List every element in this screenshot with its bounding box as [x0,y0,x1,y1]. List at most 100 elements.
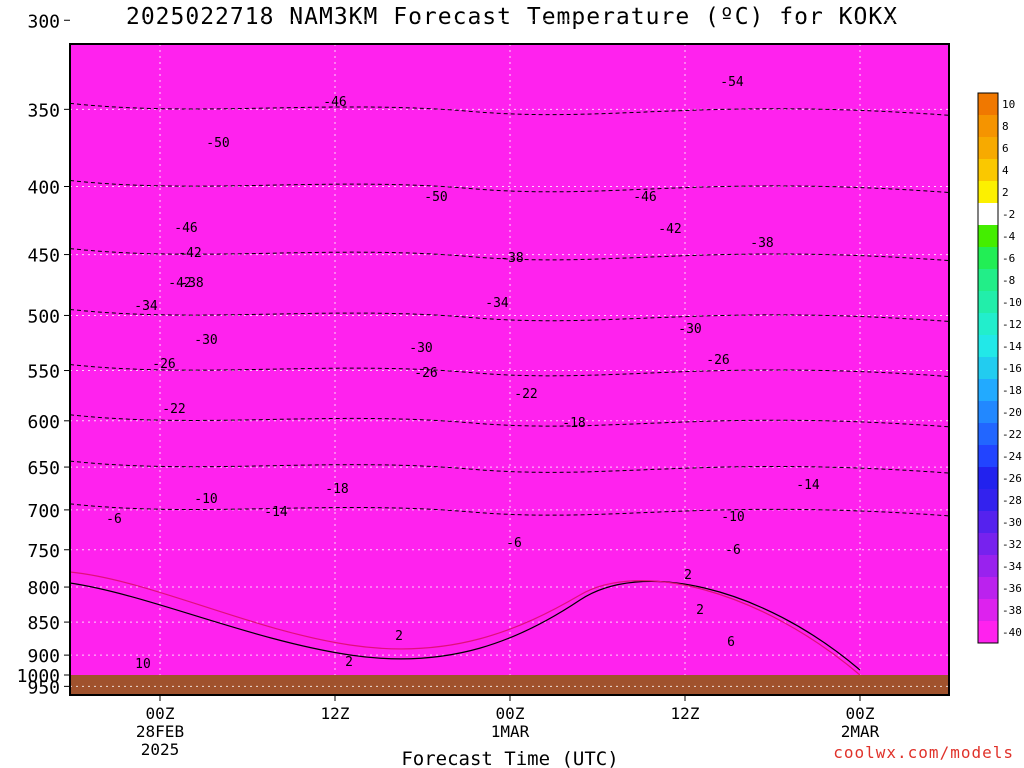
colorbar-label: -12 [1002,318,1022,331]
contour-label: -14 [796,478,820,493]
contour-label: -26 [152,357,175,372]
freezing-line [70,571,861,676]
colorbar-swatch [978,533,998,555]
colorbar-label: -14 [1002,340,1022,353]
contour-line [70,364,949,378]
contour-label: -18 [325,482,348,497]
colorbar-swatch [978,159,998,181]
contour-label: -22 [162,402,185,417]
contour-label: 2 [684,568,692,583]
contour-labels: -46-50-54-50 -46-42-46-42-38-38-42-38-34-… [106,75,820,672]
colorbar-label: 6 [1002,142,1009,155]
colorbar-frame [977,92,999,644]
colorbar-label: -18 [1002,384,1022,397]
colorbar-label: -10 [1002,296,1022,309]
y-tick-label: 300 [27,11,60,32]
colorbar-label: -2 [1002,208,1015,221]
x-tick-label: 28FEB [136,722,184,741]
x-tick-label: 00Z [146,704,175,723]
x-axis-title: Forecast Time (UTC) [401,748,618,768]
temperature-band [70,24,949,35]
contour-line [70,180,949,193]
colorbar-label: -34 [1002,560,1022,573]
x-tick-label: 12Z [671,704,700,723]
colorbar-swatch [978,401,998,423]
colorbar-label: -8 [1002,274,1015,287]
colorbar-swatch [978,335,998,357]
y-tick-label: 650 [27,458,60,479]
colorbar-swatch [978,511,998,533]
contour-label: -26 [706,353,729,368]
contour-label: -30 [678,322,701,337]
contour-line [70,460,949,474]
credit-text: coolwx.com/models [833,743,1014,762]
colorbar-swatch [978,225,998,247]
contour-line [70,414,949,428]
contour-label: -46 [323,95,346,110]
colorbar-label: -22 [1002,428,1022,441]
colorbar-label: -20 [1002,406,1022,419]
colorbar-label: 4 [1002,164,1009,177]
contour-label: -6 [725,543,741,558]
contour-label: 2 [395,629,403,644]
colorbar-swatch [978,291,998,313]
contour-label: -50 [424,190,447,205]
ground-fill [70,675,949,695]
colorbar-swatch [978,577,998,599]
contour-label: -6 [506,536,522,551]
colorbar-swatch [978,181,998,203]
contour-label: 10 [135,657,151,672]
temperature-band [70,13,949,24]
contour-label: 2 [345,655,353,670]
contour-label: -34 [485,296,509,311]
colorbar-swatch [978,93,998,115]
contour-line [70,102,949,116]
colorbar-label: -36 [1002,582,1022,595]
colorbar-swatch [978,137,998,159]
colorbar-label: -38 [1002,604,1022,617]
contour-label: -10 [194,492,217,507]
contour-label: -42 [178,246,201,261]
y-tick-label: 800 [27,578,60,599]
y-tick-label: 400 [27,178,60,199]
colorbar-label: 10 [1002,98,1015,111]
contour-label: -30 [194,333,217,348]
colorbar-swatch [978,269,998,291]
chart-title: 2025022718 NAM3KM Forecast Temperature (… [125,4,899,30]
contour-label: -22 [514,387,537,402]
colorbar-swatch [978,203,998,225]
contour-label: -6 [106,512,122,527]
x-tick-label: 00Z [846,704,875,723]
colorbar-label: 8 [1002,120,1009,133]
y-tick-label: 750 [27,541,60,562]
contour-label: -46 [174,221,197,236]
colorbar-swatch [978,357,998,379]
y-tick-label: 900 [27,646,60,667]
colorbar-label: -16 [1002,362,1022,375]
colorbar-label: -28 [1002,494,1022,507]
contour-line [70,248,949,262]
colorbar-label: -24 [1002,450,1022,463]
contour-label: -42 [658,222,681,237]
grid-lines [70,19,949,687]
x-tick-label: 00Z [496,704,525,723]
contour-label: -38 [750,236,773,251]
contour-label: -10 [721,510,744,525]
colorbar-swatch [978,489,998,511]
colorbar: 10 8 6 4 2 -2 -4 -6 -8 -10 -12 -14 -16 -18 -20 -22 -24 -2… [977,92,1022,644]
colorbar-swatch [978,115,998,137]
y-tick-label: 550 [27,362,60,383]
colorbar-label: -32 [1002,538,1022,551]
y-axis: 2503003504004505005506006507007508008509… [17,11,70,698]
colorbar-swatch [978,445,998,467]
contour-label: -42 [168,276,191,291]
freezing-lines [70,571,861,676]
contour-label: -38 [180,276,203,291]
x-tick-label: 2025 [141,740,180,759]
contour-label: -30 [409,341,432,356]
y-tick-label: 950 [27,677,60,698]
contour-label: -50 [206,136,229,151]
contour-label: -26 [414,366,437,381]
